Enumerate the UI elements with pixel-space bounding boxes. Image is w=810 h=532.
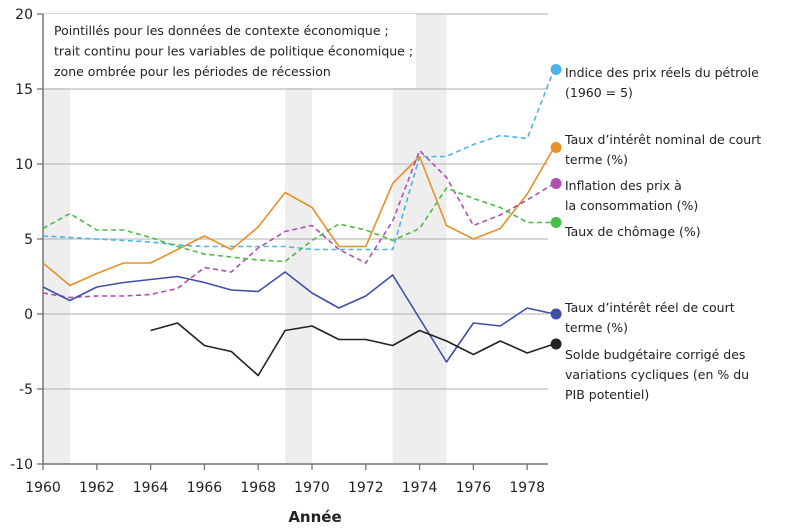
note-text: Pointillés pour les données de contexte … (54, 23, 389, 38)
legend-label-2: Inflation des prix à (565, 178, 682, 193)
x-tick-label: 1974 (402, 480, 438, 496)
legend-label-1: Taux d’intérêt nominal de court (564, 132, 761, 147)
x-tick-label: 1962 (79, 480, 115, 496)
legend-label-5: PIB potentiel) (565, 387, 649, 402)
y-tick-label: 5 (24, 232, 33, 248)
legend-label-4: terme (%) (565, 320, 628, 335)
y-tick-label: -5 (19, 382, 33, 398)
series-line-3 (42, 187, 555, 263)
series-line-0 (42, 69, 555, 251)
series-end-dot-1 (550, 142, 562, 153)
y-tick-label: 20 (15, 7, 33, 23)
y-tick-label: 10 (15, 157, 33, 173)
series-end-dot-4 (550, 308, 562, 320)
y-tick-label: 15 (15, 82, 33, 98)
series-line-1 (42, 147, 555, 287)
legend-label-2: la consommation (%) (565, 198, 698, 213)
legend-label-0: Indice des prix réels du pétrole (565, 65, 759, 80)
legend-label-5: variations cycliques (en % du (565, 367, 749, 382)
x-axis-title: Année (288, 508, 341, 526)
note-text: zone ombrée pour les périodes de récessi… (54, 64, 331, 79)
x-tick-label: 1976 (456, 480, 492, 496)
series-end-dot-0 (550, 64, 562, 75)
legend-label-0: (1960 = 5) (565, 85, 633, 100)
series-end-dot-5 (550, 338, 562, 350)
y-tick-label: 0 (24, 307, 33, 323)
series-end-dot-2 (550, 178, 562, 189)
legend-label-4: Taux d’intérêt réel de court (564, 300, 735, 315)
y-tick-label: -10 (10, 457, 33, 473)
x-tick-label: 1966 (187, 480, 223, 496)
legend-label-5: Solde budgétaire corrigé des (565, 347, 745, 362)
note-text: trait continu pour les variables de poli… (54, 44, 413, 59)
x-tick-label: 1964 (133, 480, 169, 496)
series-line-4 (42, 271, 555, 363)
x-tick-label: 1960 (25, 480, 61, 496)
series-line-5 (150, 322, 555, 377)
series-end-dot-3 (550, 217, 562, 228)
series-line-2 (42, 149, 555, 299)
x-tick-label: 1968 (240, 480, 276, 496)
legend-label-1: terme (%) (565, 152, 628, 167)
x-tick-label: 1970 (294, 480, 330, 496)
note-box (43, 14, 416, 88)
x-tick-label: 1972 (348, 480, 384, 496)
legend-label-3: Taux de chômage (%) (564, 224, 701, 239)
x-tick-label: 1978 (509, 480, 545, 496)
